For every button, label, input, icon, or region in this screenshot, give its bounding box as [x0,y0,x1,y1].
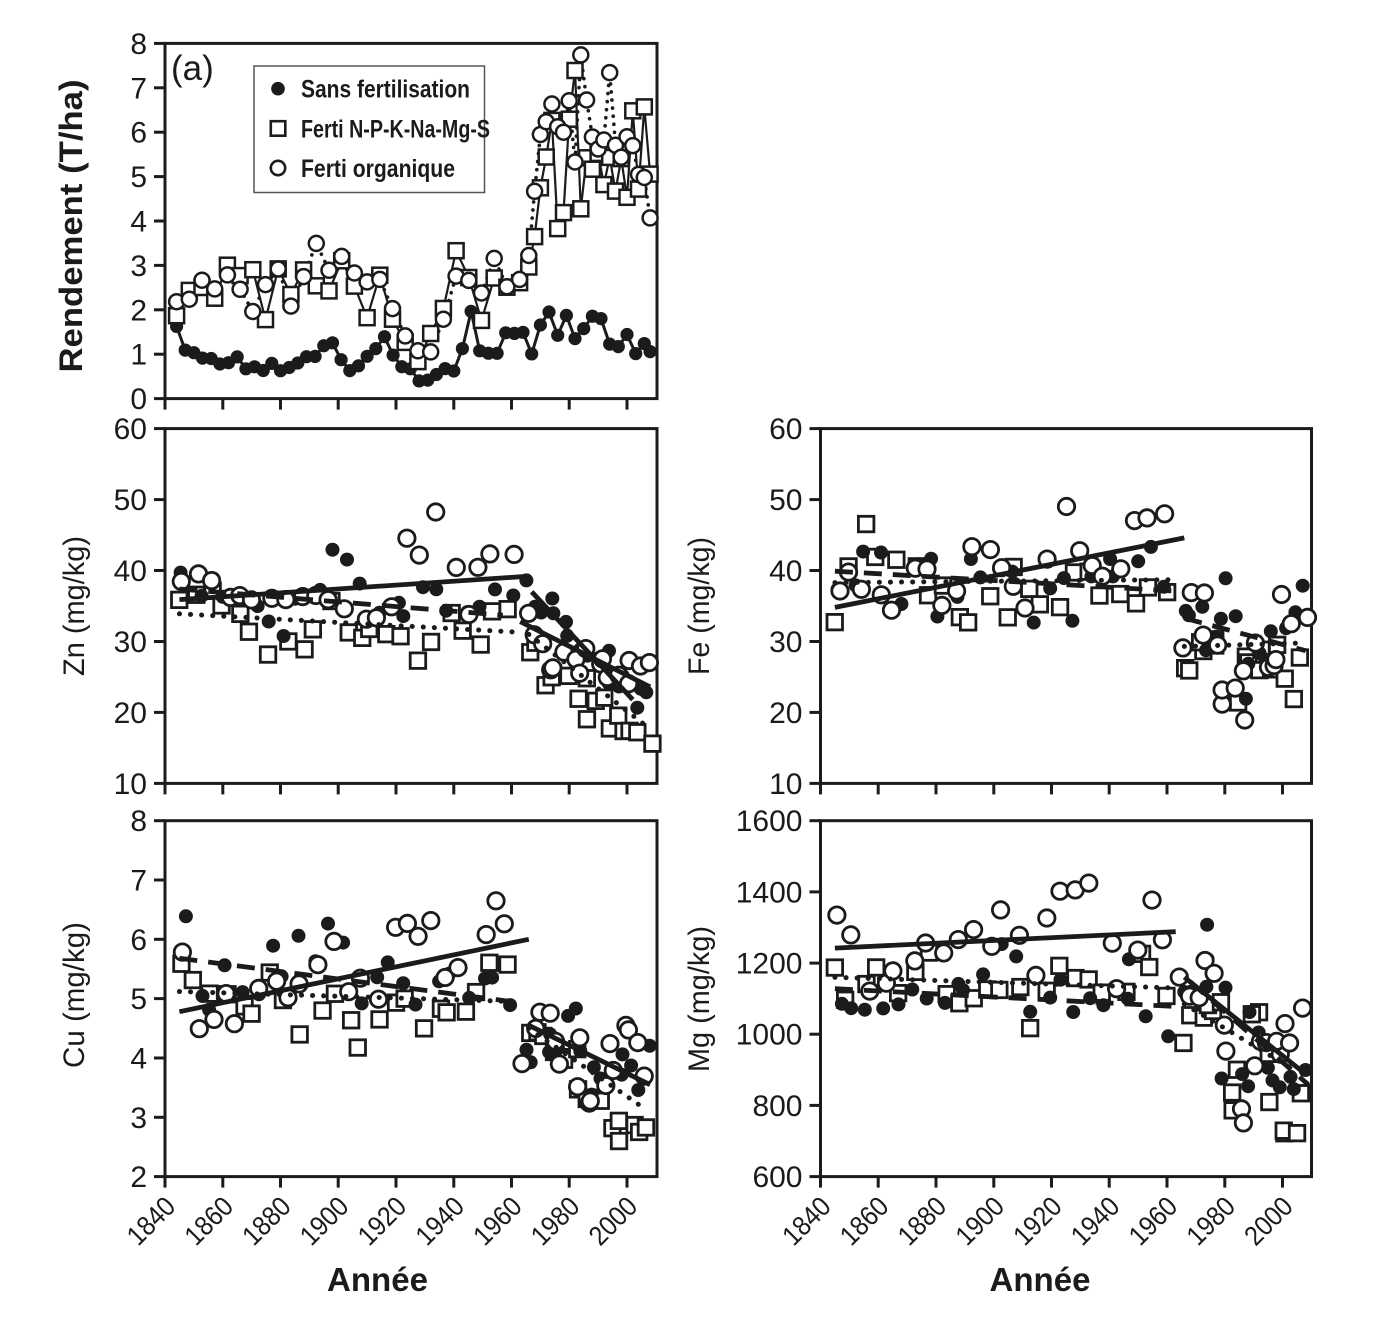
svg-text:40: 40 [769,555,802,588]
svg-text:1600: 1600 [736,805,803,838]
svg-text:6: 6 [130,117,147,150]
svg-text:20: 20 [769,697,802,730]
svg-text:1000: 1000 [736,1019,803,1052]
svg-text:5: 5 [130,983,147,1016]
svg-text:3: 3 [130,250,147,283]
svg-text:10: 10 [769,768,802,801]
svg-text:50: 50 [114,484,147,517]
svg-text:2: 2 [130,1161,147,1194]
svg-text:60: 60 [114,413,147,446]
svg-text:Mg (mg/kg): Mg (mg/kg) [683,926,716,1072]
svg-text:20: 20 [114,697,147,730]
svg-text:Ferti N-P-K-Na-Mg-S: Ferti N-P-K-Na-Mg-S [301,116,490,144]
svg-text:Zn (mg/kg): Zn (mg/kg) [58,536,91,676]
svg-text:30: 30 [114,626,147,659]
svg-text:Année: Année [327,1261,428,1298]
svg-text:Année: Année [990,1261,1091,1298]
svg-text:5: 5 [130,161,147,194]
svg-text:6: 6 [130,924,147,957]
svg-text:50: 50 [769,484,802,517]
svg-text:2: 2 [130,294,147,327]
svg-text:Cu (mg/kg): Cu (mg/kg) [58,922,91,1068]
svg-text:Rendement (T/ha): Rendement (T/ha) [53,80,89,373]
svg-text:600: 600 [752,1161,802,1194]
svg-text:30: 30 [769,626,802,659]
svg-text:1400: 1400 [736,876,803,909]
svg-text:4: 4 [130,206,147,239]
svg-text:8: 8 [130,805,147,838]
svg-text:60: 60 [769,413,802,446]
svg-text:7: 7 [130,72,147,105]
svg-text:7: 7 [130,865,147,898]
svg-text:Ferti organique: Ferti organique [301,155,455,183]
svg-text:0: 0 [130,383,147,416]
svg-text:4: 4 [130,1043,147,1076]
svg-text:3: 3 [130,1102,147,1135]
svg-text:(a): (a) [171,49,214,88]
svg-text:Fe (mg/kg): Fe (mg/kg) [683,537,716,675]
svg-text:1: 1 [130,339,147,372]
svg-text:800: 800 [752,1090,802,1123]
svg-text:1200: 1200 [736,948,803,981]
svg-text:8: 8 [130,28,147,61]
svg-text:Sans fertilisation: Sans fertilisation [301,76,470,104]
svg-text:10: 10 [114,768,147,801]
svg-text:40: 40 [114,555,147,588]
